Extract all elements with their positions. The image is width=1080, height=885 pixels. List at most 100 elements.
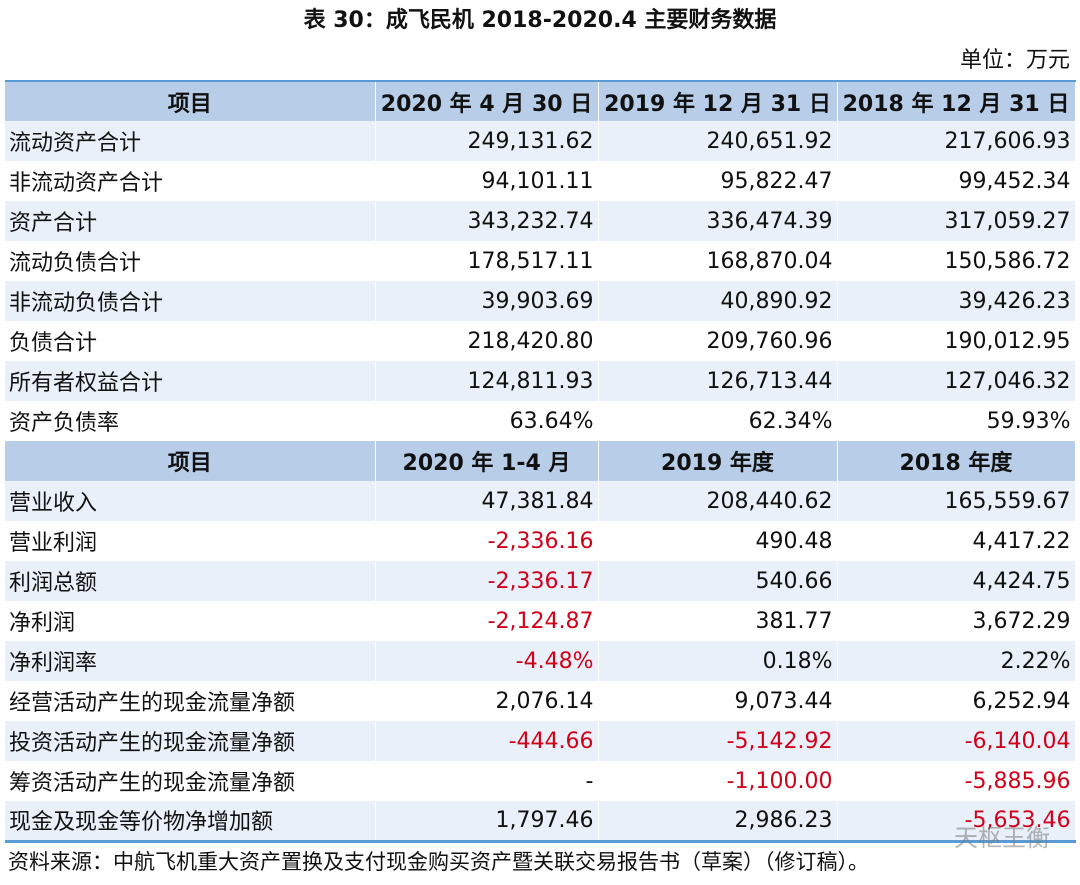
cell-value: 63.64% xyxy=(375,401,599,441)
cell-value: -1,100.00 xyxy=(598,761,838,801)
cell-value: 540.66 xyxy=(598,561,838,601)
cell-value: -5,142.92 xyxy=(598,721,838,761)
cell-value: -5,885.96 xyxy=(837,761,1076,801)
data-row: 营业利润 -2,336.16 490.48 4,417.22 xyxy=(5,521,1076,561)
cell-value: 59.93% xyxy=(837,401,1076,441)
data-row: 营业收入 47,381.84 208,440.62 165,559.67 xyxy=(5,481,1076,521)
header-row: 项目 2020 年 1-4 月 2019 年度 2018 年度 xyxy=(5,441,1076,481)
data-row: 现金及现金等价物净增加额 1,797.46 2,986.23 -5,653.46 xyxy=(5,801,1076,841)
data-row: 经营活动产生的现金流量净额 2,076.14 9,073.44 6,252.94 xyxy=(5,681,1076,721)
data-row: 筹资活动产生的现金流量净额 - -1,100.00 -5,885.96 xyxy=(5,761,1076,801)
cell-value: 190,012.95 xyxy=(837,321,1076,361)
cell-value: -2,336.17 xyxy=(375,561,599,601)
row-label: 现金及现金等价物净增加额 xyxy=(5,801,376,841)
unit: 单位：万元 xyxy=(959,48,1070,73)
cell-value: 3,672.29 xyxy=(837,601,1076,641)
cell-value: -5,653.46 xyxy=(837,801,1076,841)
cell-value: 217,606.93 xyxy=(837,121,1076,161)
row-label: 流动资产合计 xyxy=(5,121,376,161)
cell-value: 99,452.34 xyxy=(837,161,1076,201)
cell-value: 208,440.62 xyxy=(598,481,838,521)
cell-value: 4,424.75 xyxy=(837,561,1076,601)
cell-value: 40,890.92 xyxy=(598,281,838,321)
cell-value: 178,517.11 xyxy=(375,241,599,281)
cell-value: -4.48% xyxy=(375,641,599,681)
cell-value: 381.77 xyxy=(598,601,838,641)
row-label: 非流动负债合计 xyxy=(5,281,376,321)
data-row: 流动负债合计 178,517.11 168,870.04 150,586.72 xyxy=(5,241,1076,281)
cell-value: 343,232.74 xyxy=(375,201,599,241)
data-row: 负债合计 218,420.80 209,760.96 190,012.95 xyxy=(5,321,1076,361)
row-label: 经营活动产生的现金流量净额 xyxy=(5,681,376,721)
cell-value: 124,811.93 xyxy=(375,361,599,401)
cell-value: 39,426.23 xyxy=(837,281,1076,321)
row-label: 流动负债合计 xyxy=(5,241,376,281)
watermark: 天枢王衡 xyxy=(954,824,1050,852)
row-label: 筹资活动产生的现金流量净额 xyxy=(5,761,376,801)
cell-value: 4,417.22 xyxy=(837,521,1076,561)
data-row: 资产负债率 63.64% 62.34% 59.93% xyxy=(5,401,1076,441)
row-label: 营业利润 xyxy=(5,521,376,561)
cell-value: 218,420.80 xyxy=(375,321,599,361)
cell-value: -2,124.87 xyxy=(375,601,599,641)
cell-value: -6,140.04 xyxy=(837,721,1076,761)
column-header: 2019 年度 xyxy=(598,441,838,481)
data-row: 净利润 -2,124.87 381.77 3,672.29 xyxy=(5,601,1076,641)
cell-value: 47,381.84 xyxy=(375,481,599,521)
cell-value: 62.34% xyxy=(598,401,838,441)
cell-value: 490.48 xyxy=(598,521,838,561)
cell-value: -444.66 xyxy=(375,721,599,761)
cell-value: 1,797.46 xyxy=(375,801,599,841)
header-row: 项目 2020 年 4 月 30 日 2019 年 12 月 31 日 2018 年 … xyxy=(5,81,1076,121)
cell-value: 2.22% xyxy=(837,641,1076,681)
cell-value: 9,073.44 xyxy=(598,681,838,721)
cell-value: 39,903.69 xyxy=(375,281,599,321)
cell-value: 6,252.94 xyxy=(837,681,1076,721)
cell-value: 249,131.62 xyxy=(375,121,599,161)
data-row: 投资活动产生的现金流量净额 -444.66 -5,142.92 -6,140.04 xyxy=(5,721,1076,761)
cell-value: 336,474.39 xyxy=(598,201,838,241)
cell-value: 209,760.96 xyxy=(598,321,838,361)
data-row: 所有者权益合计 124,811.93 126,713.44 127,046.32 xyxy=(5,361,1076,401)
row-label: 净利润 xyxy=(5,601,376,641)
data-row: 资产合计 343,232.74 336,474.39 317,059.27 xyxy=(5,201,1076,241)
row-label: 营业收入 xyxy=(5,481,376,521)
data-row: 流动资产合计 249,131.62 240,651.92 217,606.93 xyxy=(5,121,1076,161)
column-header: 2018 年度 xyxy=(837,441,1076,481)
column-header: 2018 年 12 月 31 日 xyxy=(837,81,1076,121)
cell-value: 127,046.32 xyxy=(837,361,1076,401)
data-row: 利润总额 -2,336.17 540.66 4,424.75 xyxy=(5,561,1076,601)
row-label: 资产负债率 xyxy=(5,401,376,441)
cell-value: 168,870.04 xyxy=(598,241,838,281)
cell-value: 126,713.44 xyxy=(598,361,838,401)
cell-value: 94,101.11 xyxy=(375,161,599,201)
source-note: 资料来源：中航飞机重大资产置换及支付现金购买资产暨关联交易报告书（草案）（修订稿… xyxy=(8,850,869,874)
cell-value: 240,651.92 xyxy=(598,121,838,161)
cell-value: 317,059.27 xyxy=(837,201,1076,241)
column-header: 2020 年 4 月 30 日 xyxy=(375,81,599,121)
cell-value: - xyxy=(375,761,599,801)
cell-value: 2,076.14 xyxy=(375,681,599,721)
data-row: 非流动负债合计 39,903.69 40,890.92 39,426.23 xyxy=(5,281,1076,321)
row-label: 所有者权益合计 xyxy=(5,361,376,401)
cell-value: -2,336.16 xyxy=(375,521,599,561)
cell-value: 95,822.47 xyxy=(598,161,838,201)
title: 表 30：成飞民机 2018-2020.4 主要财务数据 xyxy=(303,8,777,33)
column-header: 2020 年 1-4 月 xyxy=(375,441,599,481)
financial-table: 项目 2020 年 4 月 30 日 2019 年 12 月 31 日 2018 年 … xyxy=(5,80,1076,843)
cell-value: 165,559.67 xyxy=(837,481,1076,521)
row-label: 非流动资产合计 xyxy=(5,161,376,201)
row-label: 资产合计 xyxy=(5,201,376,241)
row-label: 净利润率 xyxy=(5,641,376,681)
column-header: 项目 xyxy=(5,81,376,121)
row-label: 负债合计 xyxy=(5,321,376,361)
data-row: 非流动资产合计 94,101.11 95,822.47 99,452.34 xyxy=(5,161,1076,201)
row-label: 投资活动产生的现金流量净额 xyxy=(5,721,376,761)
cell-value: 0.18% xyxy=(598,641,838,681)
cell-value: 150,586.72 xyxy=(837,241,1076,281)
column-header: 2019 年 12 月 31 日 xyxy=(598,81,838,121)
cell-value: 2,986.23 xyxy=(598,801,838,841)
column-header: 项目 xyxy=(5,441,376,481)
row-label: 利润总额 xyxy=(5,561,376,601)
